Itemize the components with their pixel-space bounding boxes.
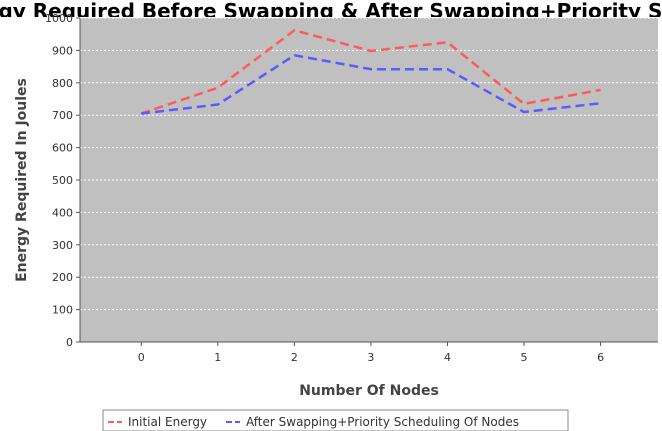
y-tick-label: 100 [52, 304, 73, 317]
grid [80, 17, 658, 311]
y-tick-label: 200 [52, 271, 73, 284]
x-tick-label: 3 [367, 351, 374, 364]
x-tick-label: 5 [521, 351, 528, 364]
legend: Initial Energy After Swapping+Priority S… [102, 409, 569, 431]
x-tick-label: 0 [138, 351, 145, 364]
tick-labels: 0 100 200 300 400 500 600 700 800 900 1000 0 1 2 3 4 5 6 [45, 12, 604, 364]
legend-label-initial-energy: Initial Energy [128, 415, 207, 429]
legend-box [102, 409, 569, 431]
y-tick-label: 0 [66, 336, 73, 349]
y-tick-label: 500 [52, 174, 73, 187]
y-tick-label: 1000 [45, 12, 73, 25]
legend-label-after-swapping: After Swapping+Priority Scheduling Of No… [246, 415, 519, 429]
axes [76, 17, 658, 346]
x-tick-label: 2 [291, 351, 298, 364]
y-tick-label: 400 [52, 206, 73, 219]
y-tick-label: 300 [52, 239, 73, 252]
x-tick-label: 4 [444, 351, 451, 364]
x-axis-title: Number Of Nodes [299, 383, 439, 399]
x-tick-label: 6 [597, 351, 604, 364]
y-tick-label: 600 [52, 142, 73, 155]
series-lines [140, 29, 601, 115]
chart-title: Energy Required Before Swapping & After … [0, 0, 662, 23]
y-tick-label: 700 [52, 109, 73, 122]
y-axis-title: Energy Required In Joules [14, 78, 30, 282]
y-tick-label: 800 [52, 77, 73, 90]
y-tick-label: 900 [52, 44, 73, 57]
x-tick-label: 1 [214, 351, 221, 364]
